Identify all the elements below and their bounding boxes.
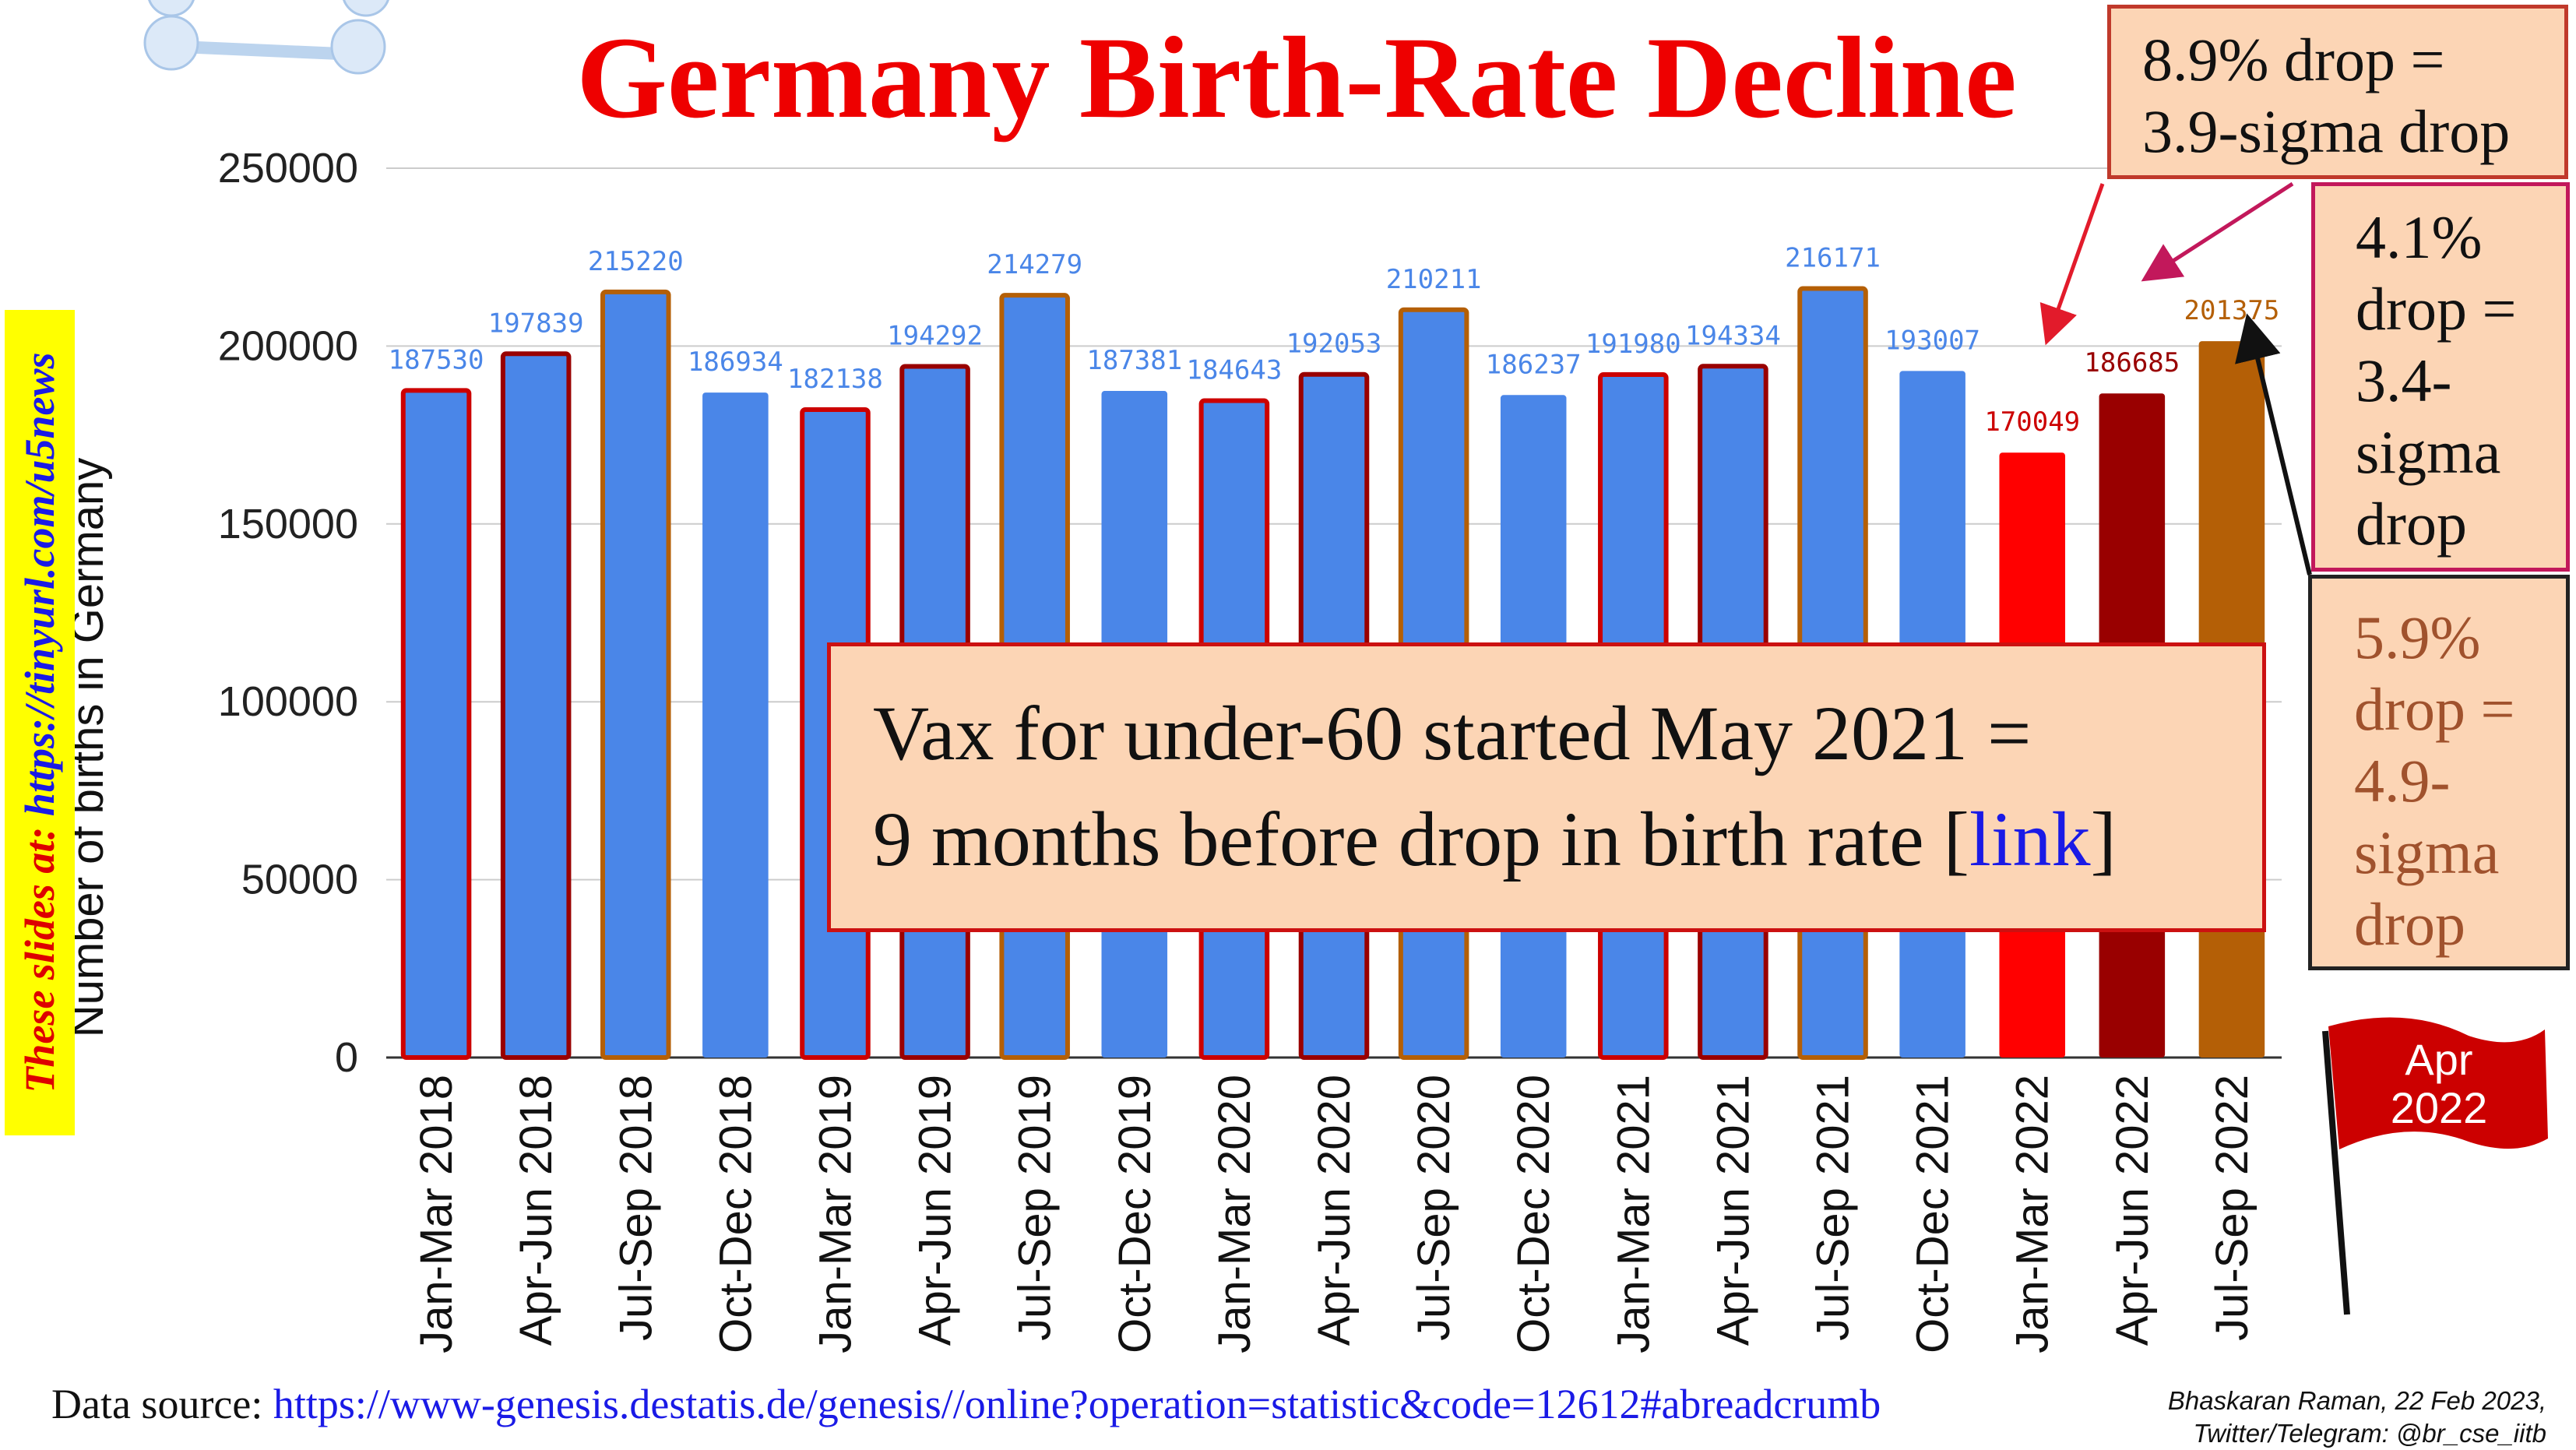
- data-label: 210211: [1386, 264, 1482, 295]
- chart-title: Germany Birth-Rate Decline: [576, 13, 2017, 143]
- molecule-logo-icon: [143, 0, 389, 75]
- data-label: 194292: [887, 320, 983, 351]
- flag-icon: [2328, 1017, 2548, 1149]
- bar: [702, 392, 769, 1058]
- y-tick-label: 150000: [218, 501, 358, 547]
- x-tick-label: Jul-Sep 2018: [611, 1075, 661, 1341]
- y-tick-label: 200000: [218, 322, 358, 369]
- data-label: 170049: [1984, 406, 2080, 438]
- flag-label: Apr 2022: [2345, 1036, 2532, 1132]
- vax-note-line2-end: ]: [2090, 796, 2117, 882]
- data-label: 191980: [1585, 329, 1681, 360]
- data-label: 186934: [688, 347, 783, 378]
- callout-1-line: 3.9-sigma drop: [2142, 97, 2511, 165]
- x-tick-label: Apr-Jun 2021: [1708, 1075, 1758, 1346]
- flag-label-line1: Apr: [2405, 1035, 2473, 1084]
- callout-3-line: drop =: [2354, 675, 2515, 743]
- data-source-label: Data source:: [51, 1381, 273, 1427]
- data-label: 197839: [488, 308, 584, 339]
- vax-note-line2: 9 months before drop in birth rate [link…: [873, 787, 2262, 892]
- slides-link[interactable]: https://tinyurl.com/u5news: [16, 352, 63, 817]
- vax-note-box: Vax for under-60 started May 2021 = 9 mo…: [827, 642, 2266, 932]
- data-label: 201375: [2184, 295, 2280, 326]
- x-tick-label: Jan-Mar 2022: [2008, 1075, 2058, 1353]
- callout-2-line: 4.1%: [2356, 203, 2483, 271]
- x-tick-label: Jul-Sep 2022: [2207, 1075, 2258, 1341]
- x-tick-label: Jan-Mar 2020: [1209, 1075, 1260, 1353]
- y-tick-labels: 250000 200000 150000 100000 50000 0: [218, 145, 358, 1081]
- x-tick-label: Oct-Dec 2021: [1908, 1075, 1958, 1353]
- y-tick-label: 0: [335, 1034, 358, 1081]
- callout-2-line: sigma: [2356, 418, 2501, 486]
- callout-drop-2: 4.1% drop = 3.4- sigma drop: [2311, 182, 2570, 572]
- data-label: 186685: [2084, 347, 2180, 378]
- data-label: 193007: [1884, 325, 1980, 356]
- x-tick-label: Jul-Sep 2020: [1409, 1075, 1459, 1341]
- bar: [600, 289, 671, 1060]
- x-tick-label: Apr-Jun 2022: [2107, 1075, 2158, 1346]
- author-credit: Bhaskaran Raman, 22 Feb 2023, Twitter/Te…: [2040, 1385, 2546, 1450]
- data-label: 192053: [1286, 329, 1382, 360]
- x-tick-label: Jul-Sep 2021: [1808, 1075, 1859, 1341]
- x-tick-label: Oct-Dec 2019: [1110, 1075, 1160, 1353]
- data-label: 194334: [1685, 320, 1781, 351]
- callout-3-line: 4.9-: [2354, 747, 2451, 815]
- sidebar-prefix: These slides at:: [16, 816, 63, 1093]
- data-label: 215220: [588, 246, 684, 277]
- x-tick-label: Jul-Sep 2019: [1010, 1075, 1061, 1341]
- credit-line1: Bhaskaran Raman, 22 Feb 2023,: [2167, 1386, 2546, 1415]
- callout-1-line: 8.9% drop =: [2142, 26, 2445, 93]
- data-source: Data source: https://www-genesis.destati…: [51, 1380, 1881, 1428]
- credit-line2: Twitter/Telegram: @br_cse_iitb: [2193, 1419, 2547, 1448]
- callout-2-line: drop: [2356, 490, 2467, 558]
- arrow-2: [2141, 181, 2294, 282]
- arrow-3: [2235, 313, 2312, 575]
- data-label: 182138: [787, 364, 883, 395]
- vax-note-line2-text: 9 months before drop in birth rate [: [873, 796, 1969, 882]
- callout-2-line: drop =: [2356, 275, 2517, 343]
- flag-pole: [2322, 1030, 2350, 1315]
- bar: [500, 351, 572, 1061]
- x-tick-label: Apr-Jun 2019: [910, 1075, 961, 1346]
- data-label: 186237: [1486, 349, 1582, 380]
- y-tick-label: 50000: [241, 857, 358, 903]
- x-tick-label: Apr-Jun 2018: [511, 1075, 561, 1346]
- x-tick-label: Apr-Jun 2020: [1309, 1075, 1360, 1346]
- x-tick-label: Jan-Mar 2018: [411, 1075, 462, 1353]
- callout-3-line: sigma: [2354, 818, 2500, 886]
- vax-note-line1: Vax for under-60 started May 2021 =: [873, 690, 2032, 776]
- data-source-link[interactable]: https://www-genesis.destatis.de/genesis/…: [273, 1381, 1881, 1427]
- sidebar-text: These slides at: https://tinyurl.com/u5n…: [16, 352, 64, 1093]
- callout-3-line: 5.9%: [2354, 604, 2481, 671]
- flag-label-line2: 2022: [2390, 1083, 2488, 1132]
- data-label: 216171: [1785, 243, 1881, 274]
- x-tick-labels: Jan-Mar 2018 Apr-Jun 2018 Jul-Sep 2018 Oct-…: [411, 1075, 2258, 1353]
- slides-link-sidebar: These slides at: https://tinyurl.com/u5n…: [5, 310, 75, 1135]
- vax-link[interactable]: link: [1969, 796, 2091, 882]
- data-label: 187381: [1086, 345, 1182, 376]
- y-tick-label: 250000: [218, 145, 358, 192]
- data-label: 187530: [389, 344, 484, 375]
- bar: [400, 388, 472, 1060]
- x-tick-label: Oct-Dec 2018: [710, 1075, 761, 1353]
- data-label: 214279: [987, 249, 1082, 280]
- data-label: 184643: [1186, 355, 1282, 386]
- callout-drop-3: 5.9% drop = 4.9- sigma drop: [2308, 575, 2570, 970]
- x-tick-label: Jan-Mar 2019: [810, 1075, 860, 1353]
- callout-drop-1: 8.9% drop = 3.9-sigma drop: [2107, 5, 2568, 179]
- x-tick-label: Oct-Dec 2020: [1508, 1075, 1559, 1353]
- callout-3-line: drop: [2354, 890, 2465, 958]
- callout-2-line: 3.4-: [2356, 347, 2452, 414]
- x-tick-label: Jan-Mar 2021: [1608, 1075, 1659, 1353]
- arrow-1: [2039, 183, 2105, 346]
- y-tick-label: 100000: [218, 678, 358, 725]
